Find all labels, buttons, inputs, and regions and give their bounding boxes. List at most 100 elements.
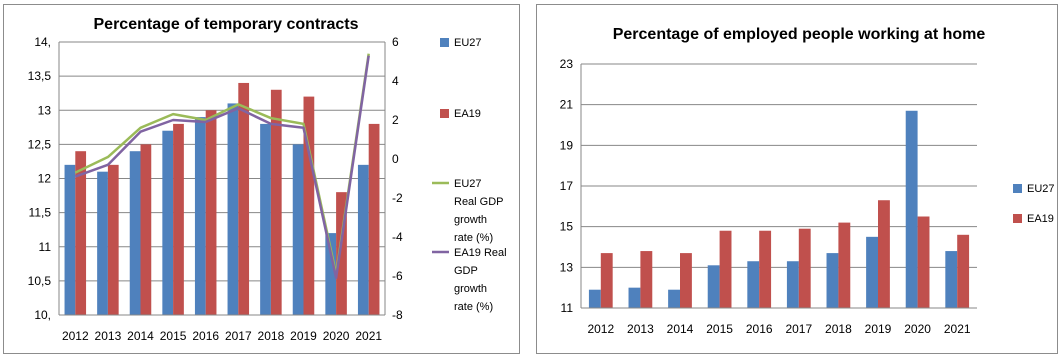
secondary-y-axis-tick-label: -2 bbox=[392, 191, 403, 205]
legend-label: EU27 bbox=[1027, 183, 1055, 195]
x-axis-tick-label: 2019 bbox=[865, 322, 892, 336]
y-axis-tick-label: 15 bbox=[560, 220, 574, 234]
bar-eu27 bbox=[194, 117, 206, 315]
chart-title: Percentage of temporary contracts bbox=[94, 16, 359, 33]
y-axis-tick-label: 12 bbox=[38, 172, 52, 186]
bar-ea19 bbox=[878, 200, 890, 308]
legend-label: EA19 Real bbox=[454, 247, 507, 259]
bar-eu27 bbox=[905, 110, 918, 309]
secondary-y-axis-tick-label: 4 bbox=[392, 74, 399, 88]
x-axis-tick-label: 2020 bbox=[904, 322, 931, 336]
secondary-y-axis-tick-label: 0 bbox=[392, 152, 399, 166]
legend-label: EU27 bbox=[454, 37, 482, 49]
y-axis-tick-label: 14, bbox=[34, 35, 51, 49]
bar-ea19 bbox=[107, 164, 119, 315]
chart-title: Percentage of employed people working at… bbox=[613, 26, 986, 43]
x-axis-tick-label: 2021 bbox=[944, 322, 971, 336]
bar-eu27 bbox=[292, 144, 304, 315]
legend-label: EA19 bbox=[454, 108, 481, 120]
x-axis-tick-label: 2012 bbox=[62, 329, 89, 343]
bar-eu27 bbox=[129, 151, 141, 315]
x-axis-tick-label: 2018 bbox=[258, 329, 285, 343]
working-at-home-chart: Percentage of employed people working at… bbox=[560, 26, 1055, 336]
y-axis-tick-label: 13,5 bbox=[28, 69, 52, 83]
bar-eu27 bbox=[357, 164, 369, 315]
x-axis-tick-label: 2014 bbox=[127, 329, 154, 343]
secondary-y-axis-tick-label: 6 bbox=[392, 35, 399, 49]
y-axis-tick-label: 10, bbox=[34, 308, 51, 322]
bar-ea19 bbox=[303, 96, 315, 315]
x-axis-tick-label: 2021 bbox=[355, 329, 382, 343]
bar-eu27 bbox=[588, 289, 601, 308]
y-axis-tick-label: 19 bbox=[560, 138, 574, 152]
x-axis-tick-label: 2015 bbox=[706, 322, 733, 336]
temporary-contracts-chart-panel: Percentage of temporary contracts 10, 10,5… bbox=[3, 4, 520, 354]
y-axis-tick-label: 11 bbox=[561, 301, 574, 315]
bar-eu27 bbox=[826, 253, 839, 308]
legend-marker bbox=[1013, 184, 1022, 193]
x-axis-tick-label: 2020 bbox=[323, 329, 350, 343]
bar-ea19 bbox=[238, 82, 250, 315]
y-axis-tick-label: 13 bbox=[560, 260, 574, 274]
working-at-home-chart-panel: Percentage of employed people working at… bbox=[536, 4, 1058, 354]
bar-eu27 bbox=[260, 123, 271, 316]
bar-ea19 bbox=[957, 234, 970, 308]
x-axis-tick-label: 2016 bbox=[746, 322, 773, 336]
y-axis-tick-label: 21 bbox=[560, 98, 574, 112]
legend-label: growth bbox=[454, 283, 487, 295]
y-axis-tick-label: 11,5 bbox=[29, 206, 52, 220]
bar-eu27 bbox=[628, 287, 641, 308]
legend-label: GDP bbox=[454, 265, 478, 277]
bar-eu27 bbox=[866, 236, 878, 308]
bar-ea19 bbox=[719, 230, 732, 308]
bar-ea19 bbox=[759, 230, 772, 308]
legend-label: rate (%) bbox=[454, 232, 493, 244]
bar-ea19 bbox=[173, 123, 184, 316]
x-axis-tick-label: 2019 bbox=[290, 329, 317, 343]
bar-ea19 bbox=[140, 144, 152, 315]
secondary-y-axis-tick-label: -8 bbox=[392, 308, 403, 322]
temporary-contracts-chart: Percentage of temporary contracts 10, 10,5… bbox=[28, 16, 507, 343]
line-series-ea19-real-gdp-growth-rate- bbox=[74, 55, 370, 280]
bar-eu27 bbox=[707, 265, 720, 308]
x-axis-tick-label: 2016 bbox=[192, 329, 219, 343]
bar-ea19 bbox=[336, 192, 347, 315]
bar-eu27 bbox=[97, 171, 108, 315]
bar-eu27 bbox=[747, 261, 760, 308]
bar-eu27 bbox=[945, 251, 958, 308]
bar-ea19 bbox=[640, 251, 653, 308]
legend-label: growth bbox=[454, 214, 487, 226]
legend-marker bbox=[440, 109, 449, 118]
line-series-eu27-real-gdp-growth-rate- bbox=[74, 53, 370, 276]
y-axis-tick-label: 13 bbox=[38, 103, 52, 117]
bar-ea19 bbox=[838, 222, 851, 308]
y-axis-tick-label: 12,5 bbox=[28, 137, 52, 151]
secondary-y-axis-tick-label: -6 bbox=[392, 269, 403, 283]
x-axis-tick-label: 2017 bbox=[785, 322, 812, 336]
bar-ea19 bbox=[917, 216, 930, 308]
bar-ea19 bbox=[600, 253, 613, 308]
bar-eu27 bbox=[325, 233, 337, 315]
legend-marker bbox=[1013, 214, 1022, 223]
legend-label: Real GDP bbox=[454, 196, 504, 208]
secondary-y-axis-tick-label: 2 bbox=[392, 113, 399, 127]
bar-ea19 bbox=[798, 228, 811, 308]
legend-label: EA19 bbox=[1027, 213, 1054, 225]
bar-eu27 bbox=[668, 289, 680, 308]
bar-eu27 bbox=[786, 261, 799, 308]
x-axis-tick-label: 2018 bbox=[825, 322, 852, 336]
y-axis-tick-label: 11 bbox=[39, 240, 52, 254]
bar-eu27 bbox=[64, 164, 76, 315]
y-axis-tick-label: 10,5 bbox=[28, 274, 52, 288]
x-axis-tick-label: 2014 bbox=[667, 322, 694, 336]
bar-eu27 bbox=[162, 130, 174, 315]
x-axis-tick-label: 2015 bbox=[160, 329, 187, 343]
x-axis-tick-label: 2012 bbox=[587, 322, 614, 336]
x-axis-tick-label: 2013 bbox=[95, 329, 122, 343]
legend-marker bbox=[440, 38, 449, 47]
bar-ea19 bbox=[205, 110, 217, 315]
bar-ea19 bbox=[270, 89, 282, 316]
secondary-y-axis-tick-label: -4 bbox=[392, 230, 403, 244]
legend-label: rate (%) bbox=[454, 301, 493, 313]
x-axis-tick-label: 2017 bbox=[225, 329, 252, 343]
